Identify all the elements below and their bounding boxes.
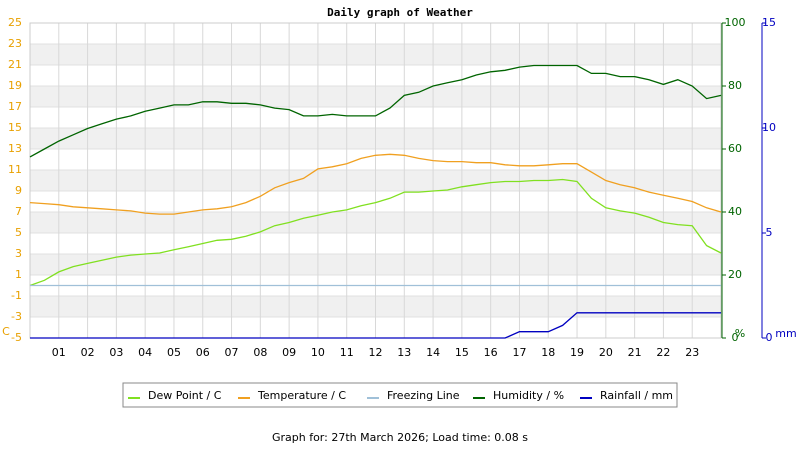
x-tick-label: 23 bbox=[685, 346, 699, 359]
x-tick-label: 16 bbox=[484, 346, 498, 359]
x-tick-label: 21 bbox=[628, 346, 642, 359]
series-line bbox=[30, 312, 721, 339]
x-tick-label: 12 bbox=[369, 346, 383, 359]
x-tick-label: 03 bbox=[109, 346, 123, 359]
y-tick-label: 1 bbox=[15, 268, 22, 281]
chart-title: Daily graph of Weather bbox=[327, 6, 473, 19]
y-tick-label: 25 bbox=[8, 16, 22, 29]
y-tick-label: 19 bbox=[8, 79, 22, 92]
x-tick-label: 01 bbox=[52, 346, 66, 359]
y-tick-label: 21 bbox=[8, 58, 22, 71]
x-tick-label: 19 bbox=[570, 346, 584, 359]
x-tick-label: 17 bbox=[512, 346, 526, 359]
y-tick-label: -5 bbox=[11, 331, 22, 344]
y2-tick-label: 80 bbox=[728, 79, 742, 92]
x-tick-label: 13 bbox=[397, 346, 411, 359]
x-tick-label: 15 bbox=[455, 346, 469, 359]
y-tick-label: 15 bbox=[8, 121, 22, 134]
x-tick-label: 05 bbox=[167, 346, 181, 359]
y2-tick-label: 60 bbox=[728, 142, 742, 155]
legend-label: Rainfall / mm bbox=[600, 389, 673, 402]
x-tick-label: 07 bbox=[225, 346, 239, 359]
x-tick-label: 22 bbox=[656, 346, 670, 359]
y2-tick-label: 40 bbox=[728, 205, 742, 218]
series-line bbox=[29, 178, 722, 287]
y2-tick-label: 20 bbox=[728, 268, 742, 281]
y-tick-label: -1 bbox=[11, 289, 22, 302]
x-tick-label: 06 bbox=[196, 346, 210, 359]
y-tick-label: 11 bbox=[8, 163, 22, 176]
series-line bbox=[29, 64, 722, 158]
x-tick-label: 02 bbox=[81, 346, 95, 359]
y-axis-label: C bbox=[2, 325, 10, 338]
y-tick-label: 17 bbox=[8, 100, 22, 113]
y-tick-label: 23 bbox=[8, 37, 22, 50]
y2-tick-label: 0 bbox=[732, 331, 739, 344]
legend-label: Temperature / C bbox=[257, 389, 346, 402]
x-tick-label: 11 bbox=[340, 346, 354, 359]
y3-axis-label: mm bbox=[775, 327, 796, 340]
y-tick-label: 7 bbox=[15, 205, 22, 218]
y2-axis-label: % bbox=[735, 327, 745, 340]
x-tick-label: 04 bbox=[138, 346, 152, 359]
y3-tick-label: 0 bbox=[766, 331, 773, 344]
y-tick-label: 13 bbox=[8, 142, 22, 155]
y2-tick-label: 100 bbox=[725, 16, 746, 29]
series-line bbox=[29, 153, 722, 215]
y3-tick-label: 15 bbox=[762, 16, 776, 29]
legend-label: Humidity / % bbox=[493, 389, 564, 402]
y3-tick-label: 10 bbox=[762, 121, 776, 134]
legend-label: Freezing Line bbox=[387, 389, 460, 402]
footer: Graph for: 27th March 2026; Load time: 0… bbox=[272, 431, 528, 444]
x-tick-label: 20 bbox=[599, 346, 613, 359]
y3-tick-label: 5 bbox=[766, 226, 773, 239]
legend-box bbox=[122, 382, 678, 408]
x-tick-label: 14 bbox=[426, 346, 440, 359]
y-tick-label: 9 bbox=[15, 184, 22, 197]
x-tick-label: 18 bbox=[541, 346, 555, 359]
x-tick-label: 10 bbox=[311, 346, 325, 359]
legend-label: Dew Point / C bbox=[148, 389, 222, 402]
x-tick-label: 09 bbox=[282, 346, 296, 359]
y-tick-label: 3 bbox=[15, 247, 22, 260]
y-tick-label: -3 bbox=[11, 310, 22, 323]
y-tick-label: 5 bbox=[15, 226, 22, 239]
x-tick-label: 08 bbox=[253, 346, 267, 359]
